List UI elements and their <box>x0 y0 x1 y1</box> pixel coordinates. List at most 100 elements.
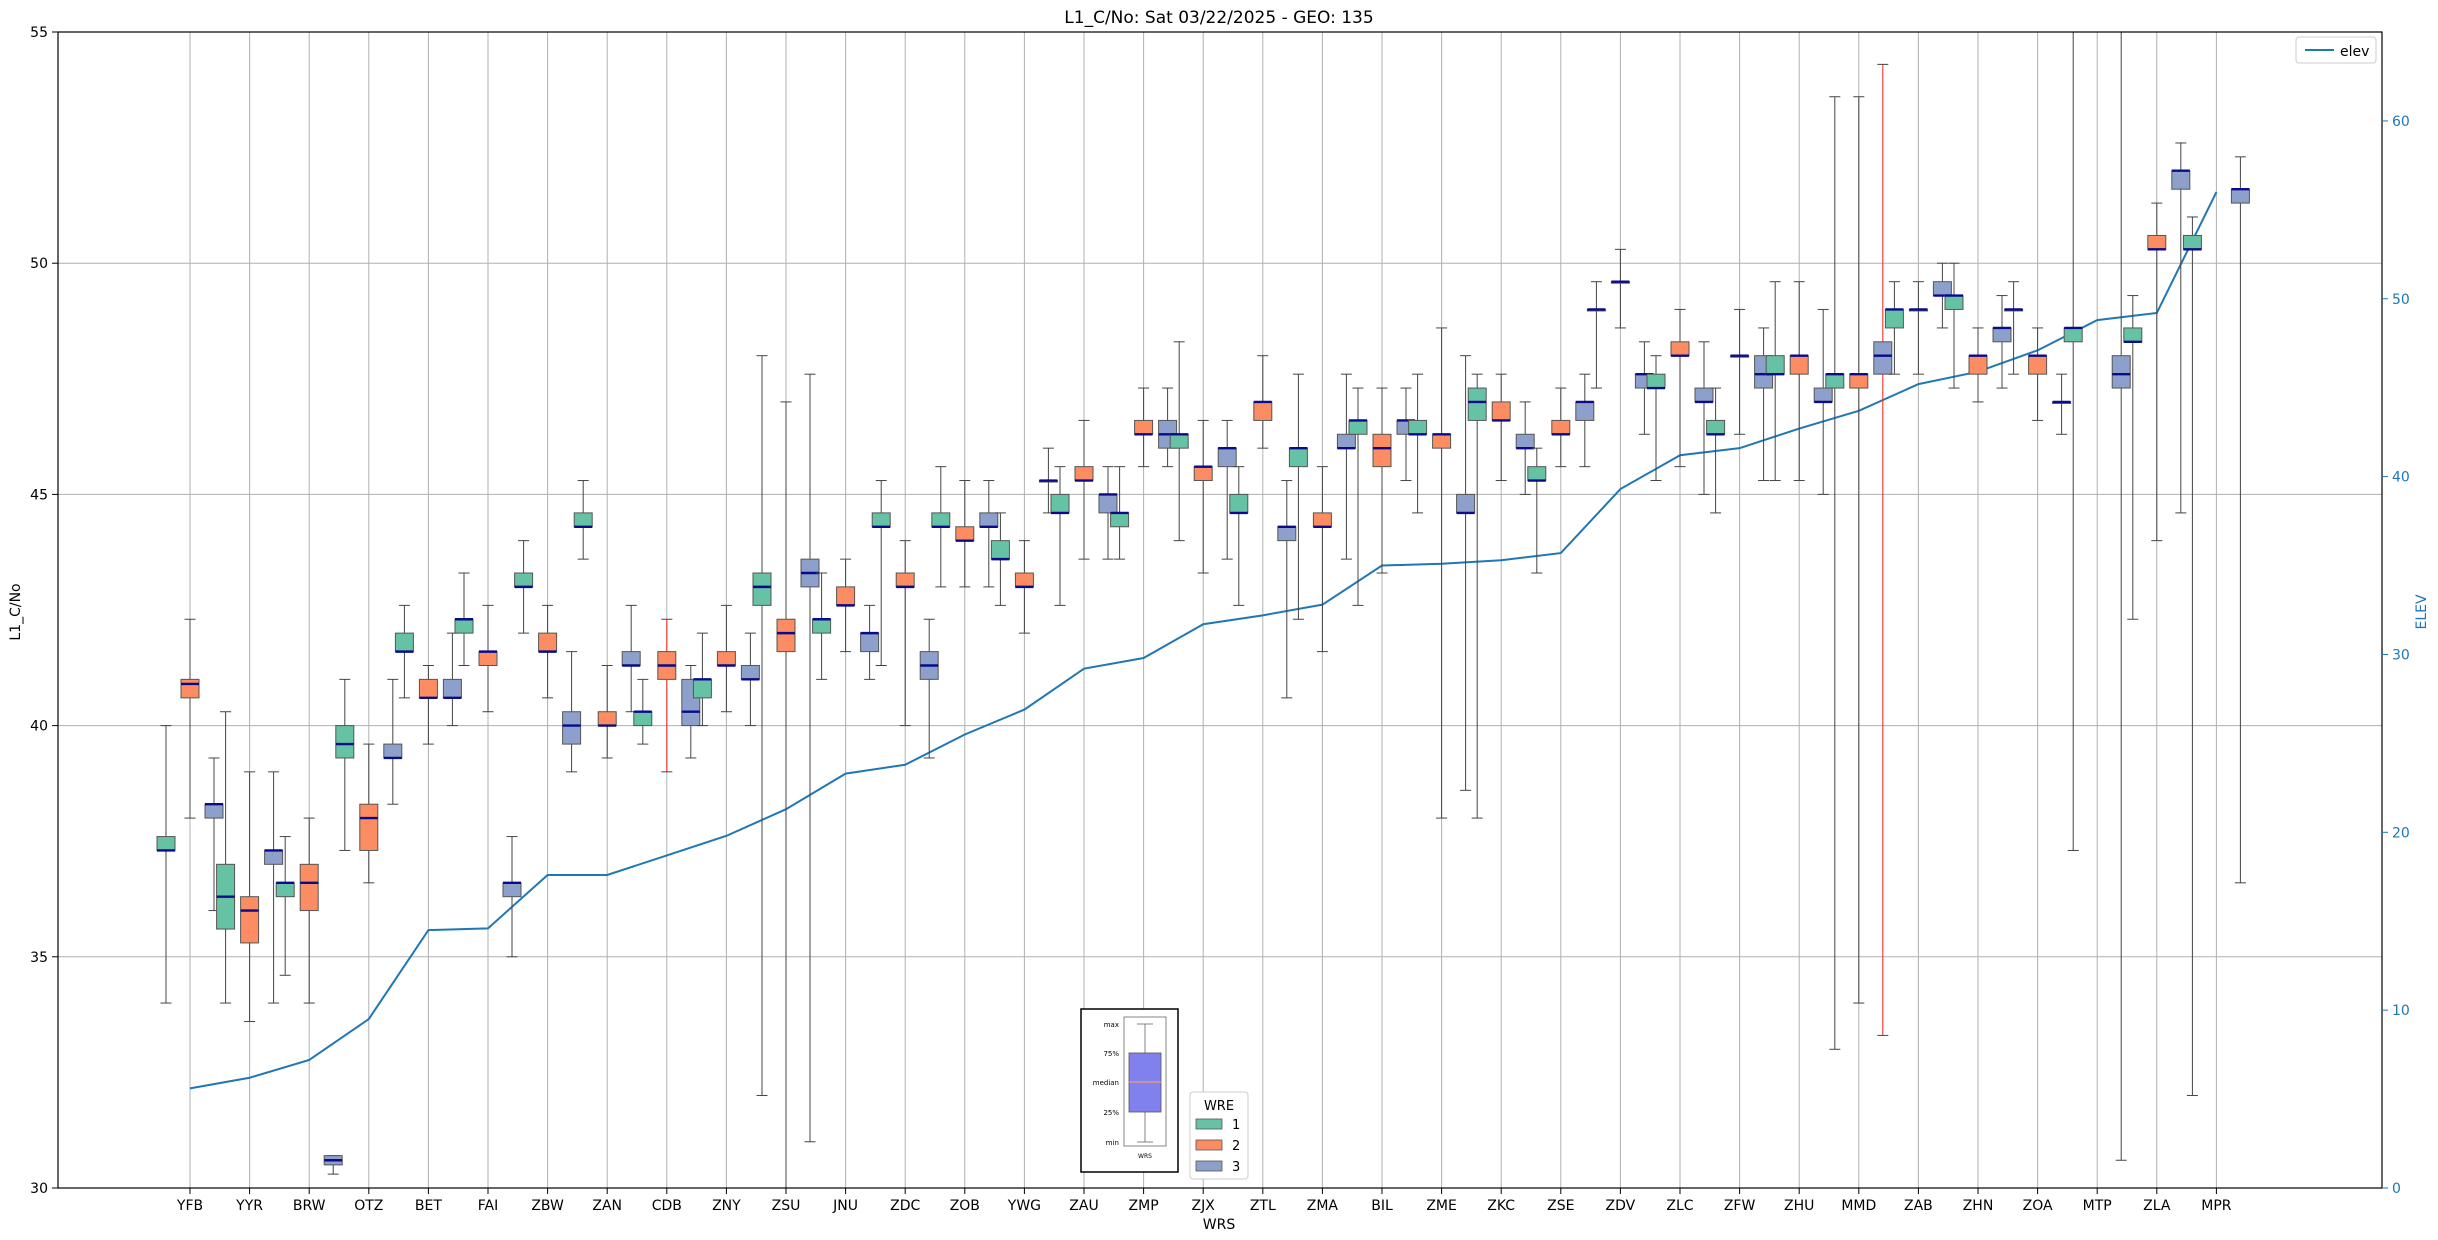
box-YWG-wre2 <box>1014 540 1034 634</box>
iqr-box <box>1849 373 1869 389</box>
wre-legend-swatch-3 <box>1195 1160 1223 1172</box>
box-ZAN-wre1 <box>573 480 593 560</box>
iqr-box <box>1551 419 1571 435</box>
iqr-box <box>1312 512 1332 528</box>
iqr-box <box>2111 355 2131 389</box>
iqr-box <box>871 512 891 528</box>
box-ZKC-wre2 <box>1491 373 1511 482</box>
box-FAI-wre2 <box>478 604 498 713</box>
box-YFB-wre2 <box>180 618 200 819</box>
y-axis: 30 35 40 45 50 55 <box>30 25 58 1197</box>
x-tick-label: ZNY <box>712 1198 741 1214</box>
iqr-box <box>1527 466 1547 482</box>
box-OTZ-wre2 <box>359 743 379 884</box>
box-ZAN-wre2 <box>597 664 617 759</box>
elev-legend: elev <box>2295 36 2377 64</box>
x-tick-label: ZOA <box>2023 1198 2053 1214</box>
iqr-box <box>394 632 414 653</box>
x-tick-label: ZLA <box>2143 1198 2171 1214</box>
iqr-box <box>1706 419 1726 435</box>
elev-legend-label: elev <box>2340 44 2369 60</box>
x-axis: YFB YYR BRW OTZ BET FAI ZBW ZAN CDB ZNY ZSU JNU ZDC Z… <box>176 1188 2232 1214</box>
iqr-box <box>955 526 975 542</box>
iqr-box <box>1873 341 1893 375</box>
iqr-box <box>776 618 796 653</box>
iqr-box <box>538 632 558 653</box>
box-ZBW-wre2 <box>538 604 558 699</box>
iqr-box <box>2230 188 2250 204</box>
x-tick-label: FAI <box>478 1198 498 1214</box>
y-tick-label: 35 <box>30 950 48 966</box>
x-tick-label: BIL <box>1371 1198 1393 1214</box>
x-tick-label: ZLC <box>1666 1198 1693 1214</box>
box-ZHU-wre1 <box>1765 281 1785 482</box>
x-tick-label: ZJX <box>1192 1198 1216 1214</box>
box-MPR-wre1 <box>2182 216 2202 1097</box>
box-ZSE-wre3 <box>1575 373 1595 468</box>
wre-legend-label-3: 3 <box>1232 1160 1240 1175</box>
iqr-box <box>204 803 224 819</box>
x-tick-label: BET <box>415 1198 442 1214</box>
x-tick-label: ZMA <box>1307 1198 1339 1214</box>
box-JNU-wre1 <box>812 572 832 680</box>
y2-tick-label: 40 <box>2392 470 2410 486</box>
iqr-box <box>1288 447 1308 468</box>
box-ZNY-wre3 <box>740 632 760 727</box>
box-ZHU-wre3 <box>1813 308 1833 495</box>
box-ZOB-wre2 <box>955 480 975 588</box>
iqr-box <box>1992 327 2012 343</box>
x-tick-label: ZHU <box>1784 1198 1814 1214</box>
iqr-box <box>2147 234 2167 250</box>
inset-label-min: min <box>1106 1139 1119 1147</box>
iqr-box <box>1050 493 1070 514</box>
box-ZSE-wre2 <box>1551 387 1571 468</box>
box-YFB-wre1 <box>156 725 176 1004</box>
box-ZJX-wre1 <box>1169 341 1189 542</box>
y2-tick-label: 0 <box>2392 1181 2401 1197</box>
box-ZHN-wre1 <box>1944 262 1964 389</box>
y-tick-label: 55 <box>30 25 48 41</box>
iqr-box <box>418 678 438 699</box>
plot-frame <box>57 31 2383 1189</box>
box-ZSU-wre3 <box>800 373 820 1143</box>
box-ZDC-wre1 <box>871 480 891 666</box>
x-tick-label: JNU <box>832 1198 858 1214</box>
box-ZLA-wre1 <box>2123 295 2143 620</box>
iqr-box <box>1515 433 1535 449</box>
box-ZDC-wre2 <box>895 540 915 727</box>
box-BIL-wre1 <box>1348 387 1368 606</box>
iqr-box <box>240 896 260 944</box>
box-ZFW-wre1 <box>1706 387 1726 514</box>
box-MTP-wre3 <box>2111 31 2131 1161</box>
inset-xlabel: WRS <box>1138 1153 1152 1160</box>
box-ZME-wre1 <box>1408 373 1428 514</box>
iqr-box <box>156 836 176 851</box>
x-tick-label: ZDV <box>1606 1198 1636 1214</box>
x-tick-label: ZOB <box>950 1198 980 1214</box>
iqr-box <box>1813 387 1833 403</box>
iqr-box <box>383 743 403 759</box>
x-tick-label: ZBW <box>531 1198 564 1214</box>
iqr-box <box>1825 373 1845 389</box>
box-YYR-wre2 <box>240 771 260 1023</box>
iqr-box <box>931 512 951 528</box>
x-tick-label: ZFW <box>1724 1198 1756 1214</box>
iqr-box <box>2171 170 2191 190</box>
elev-line <box>189 191 2218 1090</box>
box-ZTL-wre2 <box>1253 355 1273 449</box>
iqr-box <box>299 863 319 912</box>
iqr-box <box>442 678 462 699</box>
iqr-box <box>562 711 582 745</box>
iqr-box <box>1193 466 1213 482</box>
box-ZLA-wre2 <box>2147 202 2167 542</box>
box-JNU-wre2 <box>836 558 856 653</box>
box-ZJX-wre3 <box>1217 419 1237 560</box>
box-ZOA-wre3 <box>2052 373 2072 435</box>
wre-legend-swatch-1 <box>1195 1118 1223 1130</box>
iqr-box <box>573 512 593 528</box>
wre-legend-box <box>1189 1091 1249 1180</box>
box-ZAB-wre1 <box>1884 281 1904 375</box>
box-ZHN-wre2 <box>1968 327 1988 403</box>
box-MMD-wre1 <box>1825 96 1845 1050</box>
wre-legend-swatch-2 <box>1195 1139 1223 1151</box>
